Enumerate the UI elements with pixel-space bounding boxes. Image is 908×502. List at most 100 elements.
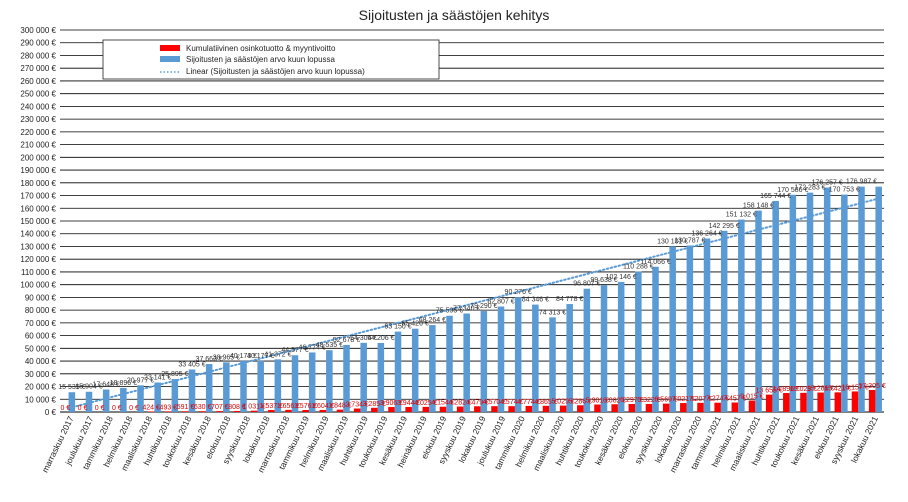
data-label-value: 176 257 € <box>812 180 843 187</box>
data-label-dividends: 1 031 € <box>242 404 265 411</box>
trendline-layer <box>67 198 877 410</box>
data-label-value: 74 313 € <box>539 309 566 316</box>
data-label-value: 75 595 € <box>436 308 463 315</box>
y-tick-label: 180 000 € <box>20 179 56 188</box>
bar-value <box>205 364 213 412</box>
bar-value <box>120 387 127 412</box>
y-tick-label: 70 000 € <box>25 319 57 328</box>
data-label-dividends: 6 297 € <box>620 397 643 404</box>
bar-value <box>600 285 608 412</box>
y-tick-label: 60 000 € <box>25 332 57 341</box>
bar-dividends <box>851 391 859 412</box>
data-label-dividends: 0 € <box>129 405 139 412</box>
bar-dividends <box>783 393 790 412</box>
data-label-dividends: 9 015 € <box>740 394 763 401</box>
y-tick-label: 210 000 € <box>20 141 56 150</box>
bar-dividends <box>456 406 464 412</box>
bar-value <box>652 266 659 412</box>
bar-value <box>875 186 882 412</box>
data-label-value: 15 904 € <box>75 384 102 391</box>
y-tick-label: 280 000 € <box>20 51 56 60</box>
bar-dividends <box>285 409 292 412</box>
data-label-dividends: 15 029 € <box>790 386 817 393</box>
bar-dividends <box>714 402 721 412</box>
data-label-dividends: 15 286 € <box>807 386 834 393</box>
y-tick-label: 170 000 € <box>20 192 56 201</box>
bar-dividends <box>491 406 498 412</box>
data-label-value: 44 577 € <box>281 347 308 354</box>
y-tick-label: 90 000 € <box>25 293 57 302</box>
y-tick-label: 150 000 € <box>20 217 56 226</box>
bar-value <box>617 281 625 412</box>
bar-dividends <box>542 405 550 412</box>
bar-dividends <box>594 404 601 412</box>
bar-value <box>686 245 694 412</box>
bar-dividends <box>559 405 567 412</box>
data-label-value: 170 586 € <box>777 187 808 194</box>
data-label-dividends: 493 € <box>160 404 178 411</box>
legend-swatch-blue <box>160 56 180 62</box>
data-label-value: 41 372 € <box>264 351 291 358</box>
y-tick-label: 220 000 € <box>20 128 56 137</box>
bar-value <box>154 382 161 412</box>
data-label-dividends: 591 € <box>177 404 195 411</box>
bar-value <box>102 389 110 412</box>
bar-layer <box>68 186 882 412</box>
bar-dividends <box>662 403 670 412</box>
bar-value <box>446 315 453 412</box>
data-label-dividends: 4 865 € <box>534 399 557 406</box>
data-label-value: 82 807 € <box>487 299 514 306</box>
bar-dividends <box>165 411 172 412</box>
bar-value <box>841 194 848 412</box>
bar-value <box>343 344 350 412</box>
bar-dividends <box>611 404 618 412</box>
bar-value <box>240 360 247 412</box>
data-label-dividends: 17 305 € <box>859 383 886 390</box>
data-label-dividends: 7 457 € <box>723 396 746 403</box>
y-tick-label: 30 000 € <box>25 370 57 379</box>
data-label-value: 151 132 € <box>726 212 757 219</box>
data-label-dividends: 4 154 € <box>431 400 454 407</box>
data-label-dividends: 3 944 € <box>397 400 420 407</box>
data-label-dividends: 4 282 € <box>448 400 471 407</box>
data-label-value: 77 340 € <box>453 306 480 313</box>
data-label-value: 130 787 € <box>674 237 705 244</box>
bar-dividends <box>388 407 395 412</box>
data-label-value: 65 420 € <box>402 321 429 328</box>
y-tick-label: 160 000 € <box>20 204 56 213</box>
y-tick-label: 260 000 € <box>20 77 56 86</box>
data-label-value: 54 304 € <box>350 335 377 342</box>
data-label-dividends: 1 656 € <box>277 403 300 410</box>
data-label-dividends: 6 082 € <box>603 397 626 404</box>
data-label-value: 40 173 € <box>230 353 257 360</box>
data-label-value: 96 807 € <box>573 281 600 288</box>
data-label-value: 17 648 € <box>93 382 120 389</box>
bar-value <box>411 328 419 412</box>
y-tick-label: 230 000 € <box>20 115 56 124</box>
data-label-dividends: 6 322 € <box>637 397 660 404</box>
data-label-value: 158 148 € <box>743 203 774 210</box>
bar-value <box>137 385 144 412</box>
bar-dividends <box>405 406 412 412</box>
data-label-dividends: 1 604 € <box>311 403 334 410</box>
bar-value <box>68 392 76 412</box>
data-label-value: 136 264 € <box>691 230 722 237</box>
data-label-value: 20 977 € <box>127 377 154 384</box>
bar-value <box>549 317 556 412</box>
bar-value <box>308 352 316 412</box>
data-label-dividends: 4 570 € <box>483 399 506 406</box>
bar-dividends <box>319 409 327 412</box>
data-label-value: 165 744 € <box>760 193 791 200</box>
bar-dividends <box>577 405 584 412</box>
y-tick-label: 270 000 € <box>20 64 56 73</box>
y-tick-label: 120 000 € <box>20 255 56 264</box>
y-tick-label: 240 000 € <box>20 102 56 111</box>
bar-dividends <box>422 406 430 412</box>
y-tick-label: 290 000 € <box>20 39 56 48</box>
data-label-dividends: 0 € <box>78 405 88 412</box>
bar-dividends <box>834 392 842 412</box>
data-label-dividends: 3 285 € <box>363 401 386 408</box>
grid-layer <box>60 29 884 413</box>
bar-dividends <box>199 411 206 412</box>
bar-value <box>326 350 333 412</box>
